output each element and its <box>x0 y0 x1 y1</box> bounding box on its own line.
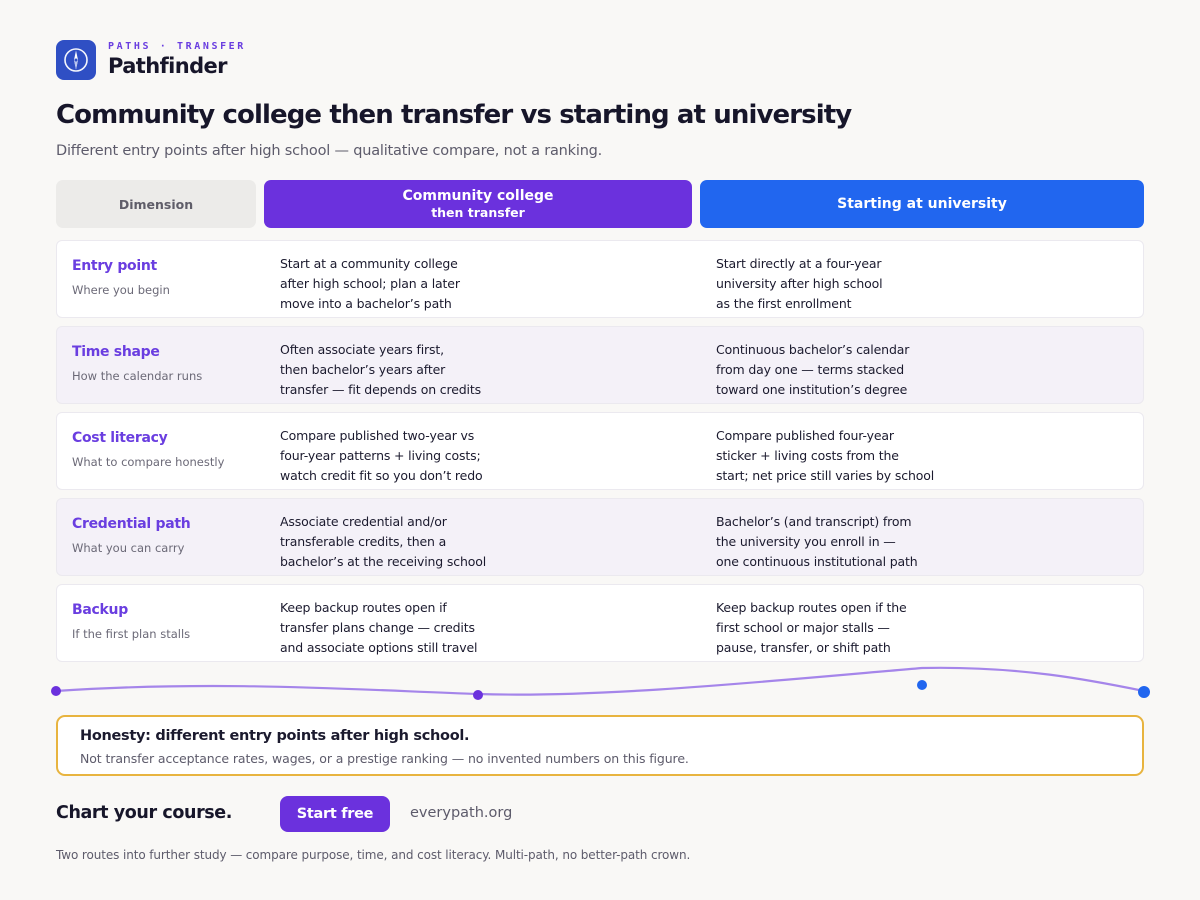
footer-note: Two routes into further study — compare … <box>56 848 691 862</box>
row-cost-literacy: Cost literacy What to compare honestly C… <box>56 412 1144 490</box>
brand-name: Pathfinder <box>108 54 228 78</box>
cell-university: Continuous bachelor’s calendar from day … <box>716 342 910 397</box>
cell-community-college: Start at a community college after high … <box>280 256 460 311</box>
column-header-cc-line1: Community college <box>402 188 554 204</box>
page-subtitle: Different entry points after high school… <box>56 143 603 159</box>
row-backup: Backup If the first plan stalls Keep bac… <box>56 584 1144 662</box>
path-dot <box>473 690 483 700</box>
column-header-university: Starting at university <box>700 180 1144 228</box>
site-link[interactable]: everypath.org <box>410 805 513 821</box>
decorative-path-line <box>51 666 1150 700</box>
row-sublabel: If the first plan stalls <box>72 627 191 641</box>
row-sublabel: Where you begin <box>72 283 170 297</box>
row-label: Time shape <box>72 344 160 360</box>
path-dot <box>1138 686 1150 698</box>
column-header-community-college: Community college then transfer <box>264 180 692 228</box>
row-sublabel: What you can carry <box>72 541 185 555</box>
cell-university: Bachelor’s (and transcript) from the uni… <box>716 514 918 569</box>
cell-community-college: Associate credential and/or transferable… <box>280 514 487 569</box>
row-entry-point: Entry point Where you begin Start at a c… <box>56 240 1144 318</box>
brand-eyebrow: PATHS · TRANSFER <box>108 41 246 52</box>
honesty-note: Honesty: different entry points after hi… <box>56 715 1144 776</box>
page-title: Community college then transfer vs start… <box>56 100 852 130</box>
row-label: Cost literacy <box>72 430 168 446</box>
cell-community-college: Often associate years first, then bachel… <box>280 342 481 397</box>
path-dot <box>51 686 61 696</box>
cta-headline: Chart your course. <box>56 803 233 823</box>
honesty-text: Not transfer acceptance rates, wages, or… <box>80 751 689 766</box>
path-dot <box>917 680 927 690</box>
cell-university: Keep backup routes open if the first sch… <box>716 600 907 655</box>
cell-university: Compare published four-year sticker + li… <box>716 428 935 483</box>
cell-community-college: Compare published two-year vs four-year … <box>280 428 483 483</box>
row-credential-path: Credential path What you can carry Assoc… <box>56 498 1144 576</box>
row-label: Credential path <box>72 516 191 532</box>
honesty-title: Honesty: different entry points after hi… <box>80 728 470 744</box>
row-time-shape: Time shape How the calendar runs Often a… <box>56 326 1144 404</box>
row-sublabel: How the calendar runs <box>72 369 203 383</box>
row-label: Entry point <box>72 258 157 274</box>
compass-icon <box>56 40 96 80</box>
column-header-cc-line2: then transfer <box>431 205 525 220</box>
cell-community-college: Keep backup routes open if transfer plan… <box>280 600 478 655</box>
cell-university: Start directly at a four-year university… <box>716 256 883 311</box>
row-label: Backup <box>72 602 128 618</box>
start-free-button[interactable]: Start free <box>280 796 390 832</box>
brand-header: PATHS · TRANSFER Pathfinder <box>56 40 246 80</box>
row-sublabel: What to compare honestly <box>72 455 225 469</box>
column-header-dimension: Dimension <box>56 180 256 228</box>
